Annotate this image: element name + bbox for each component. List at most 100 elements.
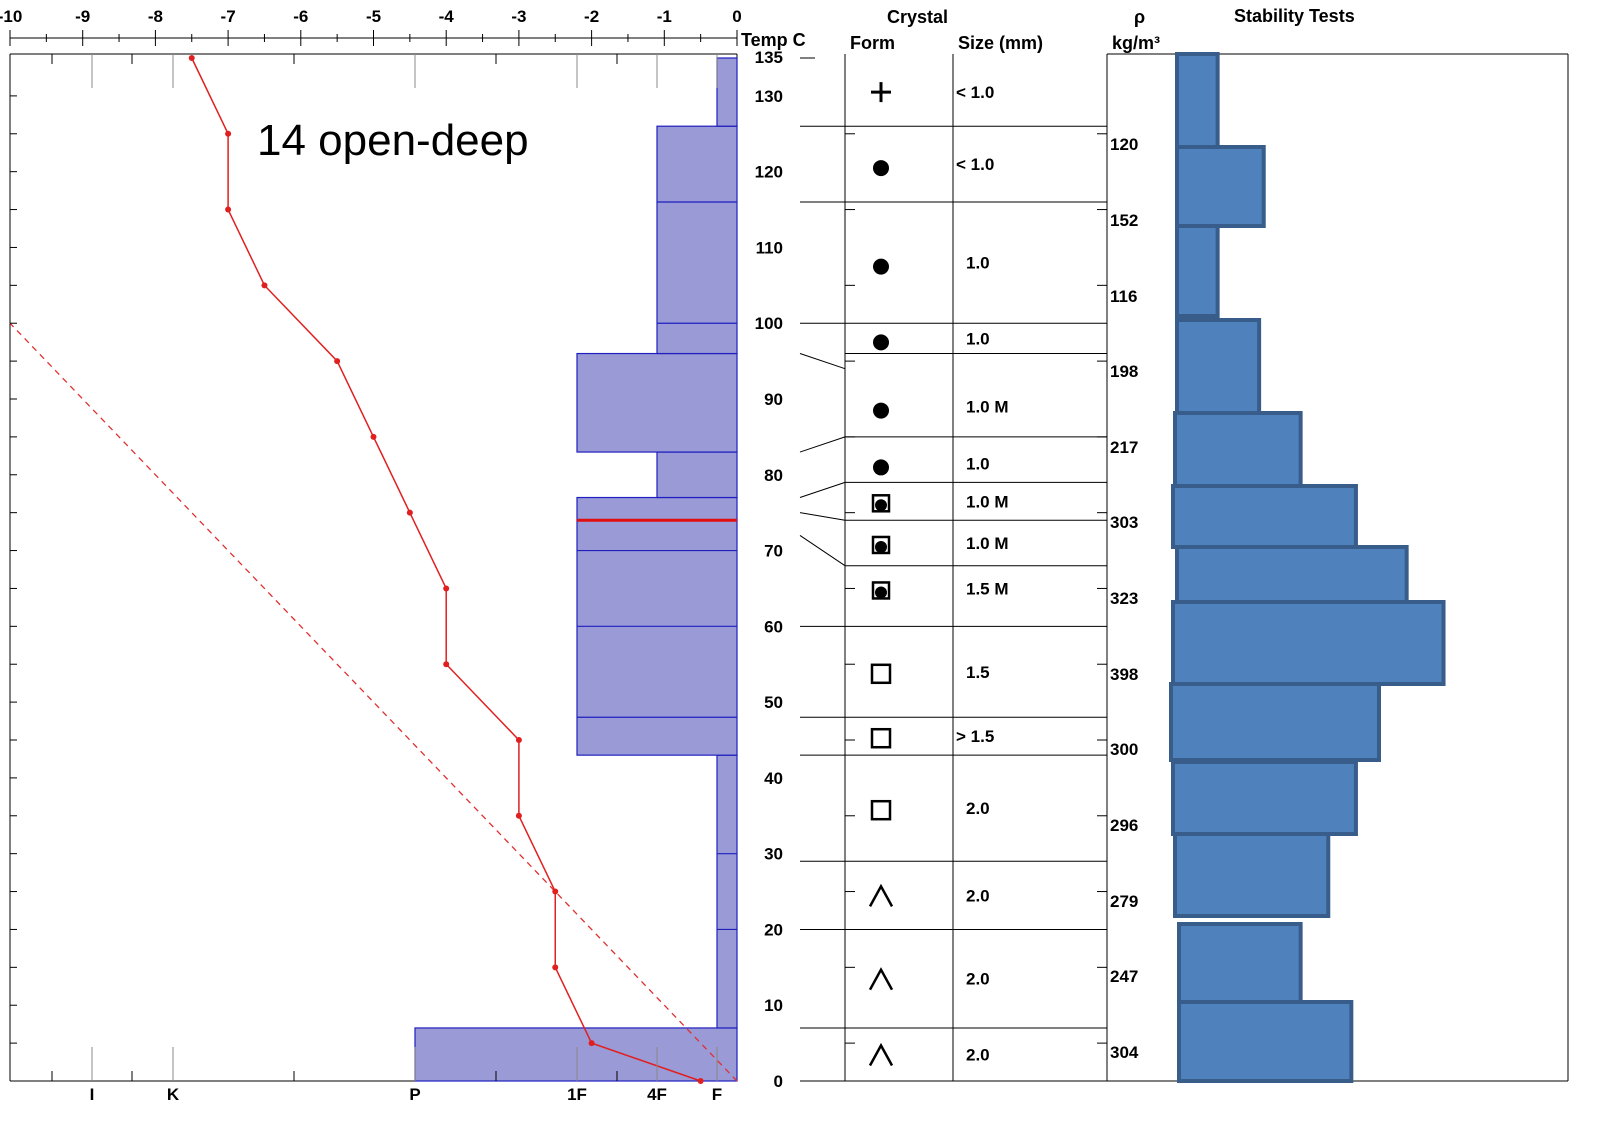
faceted-icon xyxy=(870,799,892,821)
hardness-tick-label: K xyxy=(167,1085,180,1104)
crystal-size-label: > 1.5 xyxy=(956,727,994,746)
height-tick-label: 110 xyxy=(756,238,783,257)
crystal-size-label: < 1.0 xyxy=(956,155,994,174)
stability-test-bar xyxy=(1171,760,1358,836)
crystal-size-label: 2.0 xyxy=(966,1045,990,1064)
crystal-size-label: < 1.0 xyxy=(956,83,994,102)
temperature-point xyxy=(188,55,195,61)
rounded-grain-icon xyxy=(873,258,889,275)
crystal-size-label: 1.0 xyxy=(966,329,990,348)
temp-tick-label: -1 xyxy=(657,7,672,26)
crystal-table: < 1.0 < 1.0 1.0 1.0 1.0 M 1.0 1.0 M 1.0 M 1.5 M 1… xyxy=(799,82,1139,1067)
height-tick-label: 40 xyxy=(764,769,783,788)
stability-test-bar xyxy=(1177,922,1303,1004)
hardness-tick-label: F xyxy=(712,1085,722,1104)
temperature-point xyxy=(370,433,377,440)
profile-annotation: 14 open-deep xyxy=(257,116,529,165)
height-connector xyxy=(799,481,846,498)
crystal-header: Crystal xyxy=(887,7,948,27)
density-value: 152 xyxy=(1110,211,1138,230)
stability-test-bar xyxy=(1169,682,1381,762)
stability-test-bar xyxy=(1175,224,1220,318)
crystal-size-label: 1.0 M xyxy=(966,492,1009,511)
temperature-point xyxy=(225,130,232,137)
depth-hoar-icon xyxy=(868,1042,894,1067)
density-value: 304 xyxy=(1110,1043,1139,1062)
crystal-size-label: 1.5 M xyxy=(966,579,1009,598)
density-value: 296 xyxy=(1110,816,1138,835)
height-tick-label: 60 xyxy=(764,617,783,636)
temperature-point xyxy=(443,585,450,592)
temp-tick-label: -2 xyxy=(584,7,599,26)
height-tick-label: 30 xyxy=(764,845,783,864)
stability-test-bar xyxy=(1173,832,1331,918)
stability-test-bar xyxy=(1175,545,1409,604)
temp-tick-label: -7 xyxy=(221,7,236,26)
axis-ticks: -10 -9 -8 -7 -6 -5 -4 -3 -2 -1 0I K P 1F 4F F0102030405… xyxy=(0,7,815,1104)
stability-test-bar xyxy=(1175,145,1266,228)
stability-header: Stability Tests xyxy=(1234,6,1355,26)
height-connector xyxy=(799,534,846,567)
rounded-grain-icon xyxy=(873,160,889,177)
temp-tick-label: -6 xyxy=(293,7,308,26)
density-value: 323 xyxy=(1110,589,1138,608)
density-value: 300 xyxy=(1110,740,1138,759)
form-header: Form xyxy=(850,33,895,53)
temperature-point xyxy=(443,661,450,668)
hardness-layer-bar xyxy=(716,754,738,1029)
hardness-layer-bar xyxy=(414,1027,738,1082)
density-value: 398 xyxy=(1110,665,1138,684)
density-value: 120 xyxy=(1110,135,1138,154)
faceted-icon xyxy=(870,727,892,749)
height-tick-label: 90 xyxy=(764,390,783,409)
height-tick-label: 70 xyxy=(764,542,783,561)
crystal-size-label: 2.0 xyxy=(966,886,990,905)
temperature-point xyxy=(515,737,522,743)
crystal-size-label: 1.0 xyxy=(966,254,990,273)
height-tick-label: 50 xyxy=(764,693,783,712)
crystal-size-label: 2.0 xyxy=(966,970,990,989)
density-value: 116 xyxy=(1110,287,1137,306)
height-tick-label: 80 xyxy=(764,466,783,485)
hardness-tick-label: I xyxy=(90,1085,95,1104)
temperature-point xyxy=(588,1040,595,1047)
temp-tick-label: -3 xyxy=(511,7,526,26)
height-connector xyxy=(799,436,846,453)
stability-test-bar xyxy=(1171,484,1358,549)
density-value: 217 xyxy=(1110,438,1138,457)
stability-test-bar xyxy=(1173,411,1303,488)
density-value: 198 xyxy=(1110,362,1138,381)
stability-test-bar xyxy=(1177,1000,1354,1083)
crystal-size-label: 2.0 xyxy=(966,799,990,818)
hardness-layer-bar xyxy=(656,125,738,355)
crystal-size-label: 1.0 xyxy=(966,454,990,473)
stability-test-bar xyxy=(1175,52,1220,149)
hardness-tick-label: 1F xyxy=(567,1085,587,1104)
temperature-point xyxy=(334,358,341,365)
temp-tick-label: -4 xyxy=(439,7,455,26)
mixed-form-dot xyxy=(875,540,887,553)
mixed-form-dot xyxy=(875,586,887,599)
density-value: 279 xyxy=(1110,892,1138,911)
crystal-size-label: 1.0 M xyxy=(966,534,1009,553)
temp-tick-label: 0 xyxy=(732,7,741,26)
height-tick-label: 130 xyxy=(755,87,783,106)
size-header: Size (mm) xyxy=(958,33,1043,53)
height-tick-label: 100 xyxy=(755,314,783,333)
height-tick-label: 20 xyxy=(764,920,783,939)
hardness-layer-bar xyxy=(716,57,738,127)
temperature-point xyxy=(552,964,559,971)
height-tick-label: 120 xyxy=(755,163,783,182)
temp-tick-label: -8 xyxy=(148,7,163,26)
hardness-tick-label: P xyxy=(409,1085,420,1104)
height-tick-label: 135 xyxy=(755,48,783,67)
stability-test-bar xyxy=(1175,318,1262,415)
temperature-point xyxy=(261,282,268,289)
temperature-point xyxy=(697,1078,704,1084)
depth-hoar-icon xyxy=(868,967,894,991)
mixed-form-dot xyxy=(875,499,887,512)
crystal-size-label: 1.0 M xyxy=(966,398,1009,417)
depth-hoar-icon xyxy=(868,883,894,907)
temperature-point xyxy=(225,206,232,213)
temp-tick-label: -5 xyxy=(366,7,381,26)
